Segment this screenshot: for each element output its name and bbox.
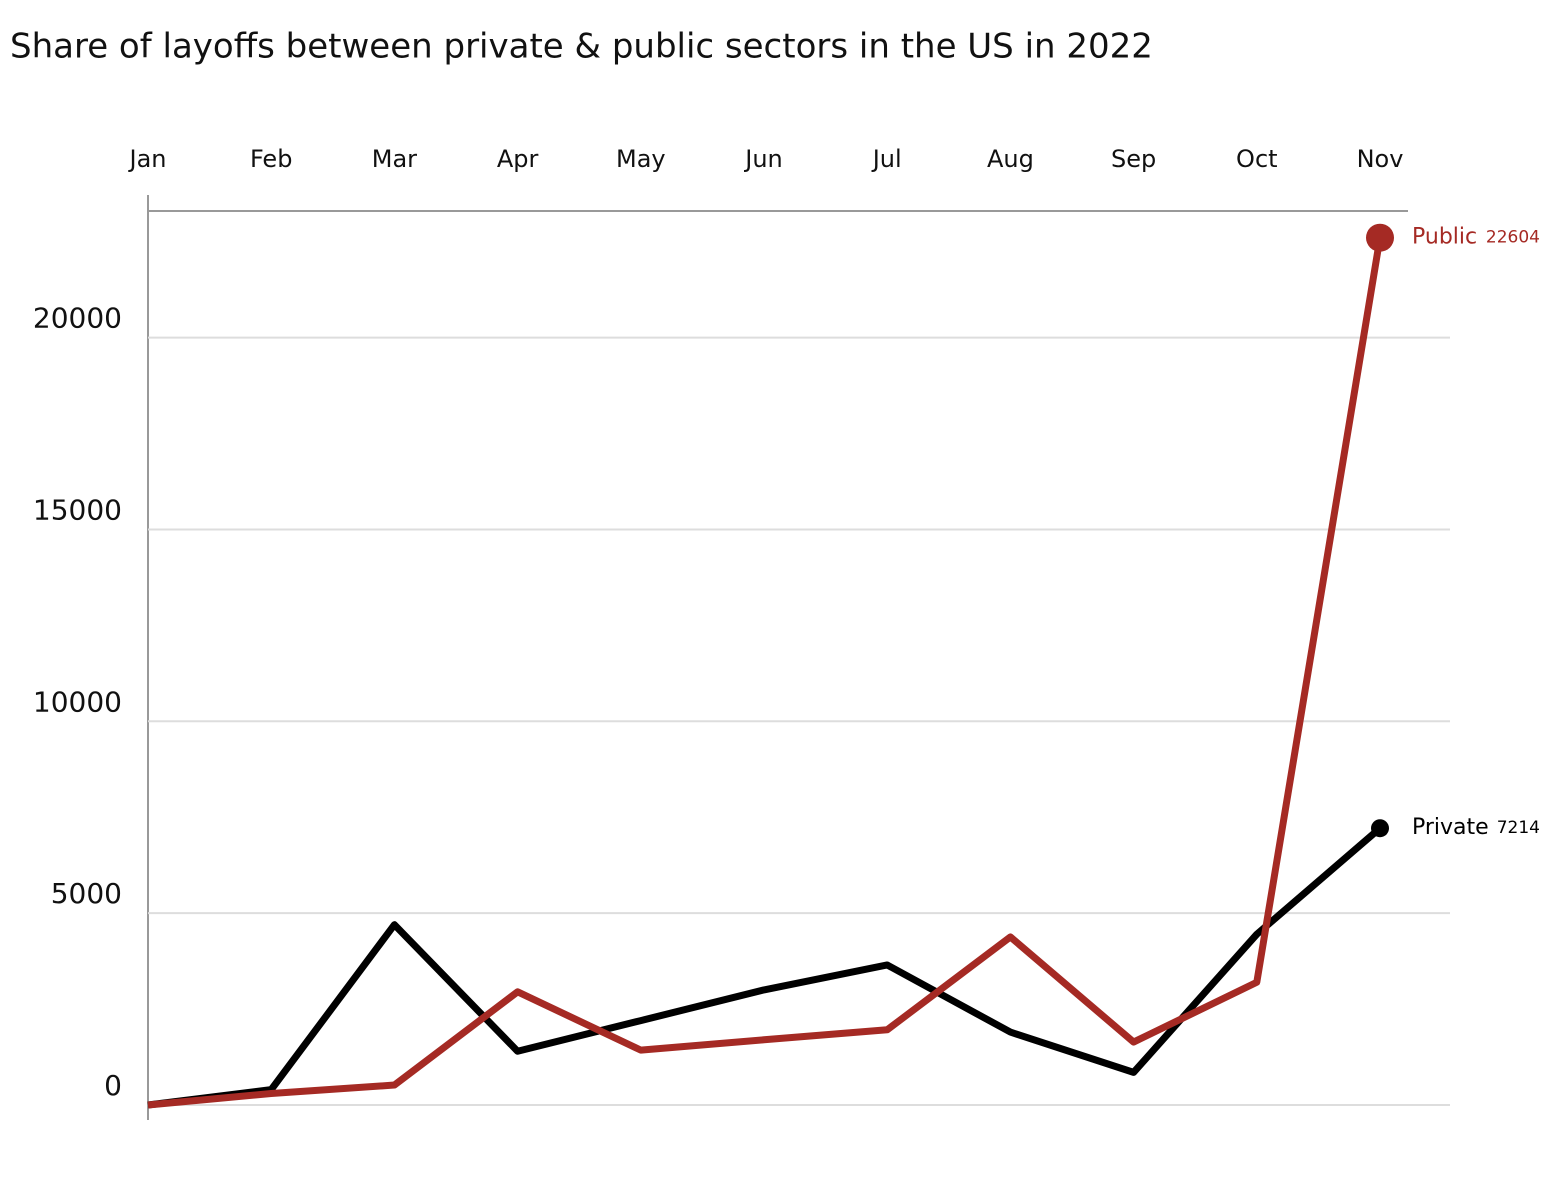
y-tick-label: 15000 [33, 493, 122, 526]
x-tick-label: Mar [372, 145, 417, 173]
legend-label: Private [1412, 815, 1489, 840]
y-tick-label: 10000 [33, 685, 122, 718]
x-tick-label: Apr [497, 145, 539, 173]
value-label: 22604 [1486, 228, 1540, 248]
x-tick-label: May [616, 145, 666, 173]
x-tick-label: Nov [1357, 145, 1404, 173]
line [147, 237, 1384, 1109]
x-tick-label: Oct [1236, 145, 1278, 173]
y-tick-label: 5000 [51, 877, 122, 910]
value-label: 7214 [1497, 818, 1540, 838]
x-tick-label: Sep [1111, 145, 1156, 173]
x-tick-label: Jun [743, 145, 783, 173]
end-dot [1371, 819, 1389, 838]
x-tick-label: Aug [987, 145, 1034, 173]
chart-title: Share of layoffs between private & publi… [10, 27, 1153, 67]
x-tick-label: Jan [128, 145, 167, 173]
y-tick-label: 20000 [33, 302, 122, 335]
x-tick-label: Feb [250, 145, 293, 173]
y-tick-label: 0 [104, 1069, 122, 1102]
line [147, 825, 1383, 1109]
x-tick-label: Jul [871, 145, 902, 173]
end-dot [1366, 223, 1394, 252]
legend-label: Public [1412, 225, 1477, 250]
